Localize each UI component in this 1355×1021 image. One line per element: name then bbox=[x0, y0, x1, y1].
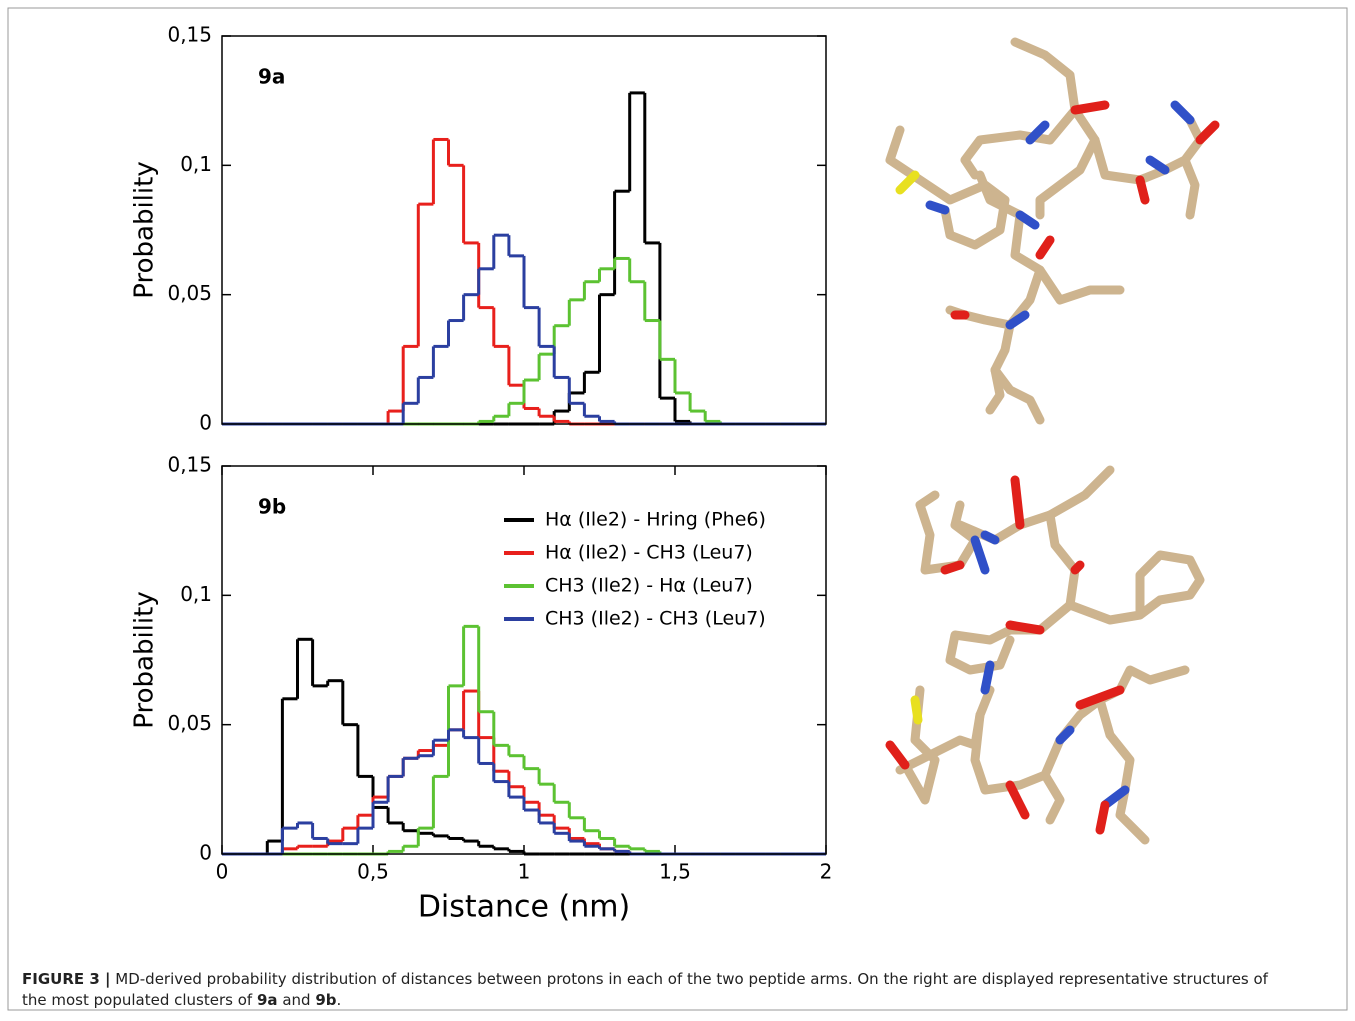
plot-frame bbox=[222, 36, 826, 424]
legend-label: CH3 (Ile2) - CH3 (Leu7) bbox=[545, 608, 766, 630]
caption-text: and bbox=[282, 991, 310, 1009]
y-tick-label: 0,1 bbox=[180, 582, 212, 606]
caption-label: FIGURE 3 | bbox=[22, 970, 110, 989]
x-tick-label: 1,5 bbox=[659, 860, 691, 884]
molecule-9a bbox=[890, 42, 1215, 420]
caption-text: . bbox=[337, 991, 342, 1009]
chart: 0 0,05 0,1 0,15 Probability 9a bbox=[130, 23, 827, 435]
x-tick-label: 0,5 bbox=[357, 860, 389, 884]
y-tick-label: 0,05 bbox=[167, 281, 212, 305]
y-axis-label: Probability bbox=[130, 161, 160, 298]
x-tick-label: 2 bbox=[820, 860, 833, 884]
y-tick-label: 0,1 bbox=[180, 152, 212, 176]
y-tick-label: 0 bbox=[199, 841, 212, 865]
y-tick-label: 0,05 bbox=[167, 711, 212, 735]
caption-ref: 9b bbox=[315, 991, 336, 1009]
caption-ref: 9a bbox=[257, 991, 278, 1009]
x-tick-label: 1 bbox=[518, 860, 531, 884]
legend-label: Hα (Ile2) - Hring (Phe6) bbox=[545, 509, 766, 531]
y-axis-label: Probability bbox=[130, 591, 160, 728]
caption-line-1: FIGURE 3 | MD-derived probability distri… bbox=[22, 970, 1269, 989]
molecule-9b bbox=[890, 470, 1200, 840]
caption-line-2: the most populated clusters of 9a and 9b… bbox=[22, 991, 341, 1009]
figure: FIGURE 3 | MD-derived probability distri… bbox=[0, 0, 1355, 1017]
y-tick-label: 0,15 bbox=[167, 453, 212, 477]
x-axis-label: Distance (nm) bbox=[418, 890, 630, 925]
legend-label: CH3 (Ile2) - Hα (Leu7) bbox=[545, 575, 753, 597]
panel-label: 9a bbox=[258, 65, 285, 89]
y-tick-label: 0,15 bbox=[167, 23, 212, 47]
caption-text: the most populated clusters of bbox=[22, 991, 253, 1009]
caption-text: MD-derived probability distribution of d… bbox=[115, 970, 1268, 988]
x-tick-label: 0 bbox=[216, 860, 229, 884]
legend-label: Hα (Ile2) - CH3 (Leu7) bbox=[545, 542, 753, 564]
y-tick-label: 0 bbox=[199, 411, 212, 435]
chart: 0 0,05 0,1 0,15 0 0,5 1 1,5 2 Probability Distance… bbox=[130, 453, 833, 925]
panel-label: 9b bbox=[258, 495, 286, 519]
